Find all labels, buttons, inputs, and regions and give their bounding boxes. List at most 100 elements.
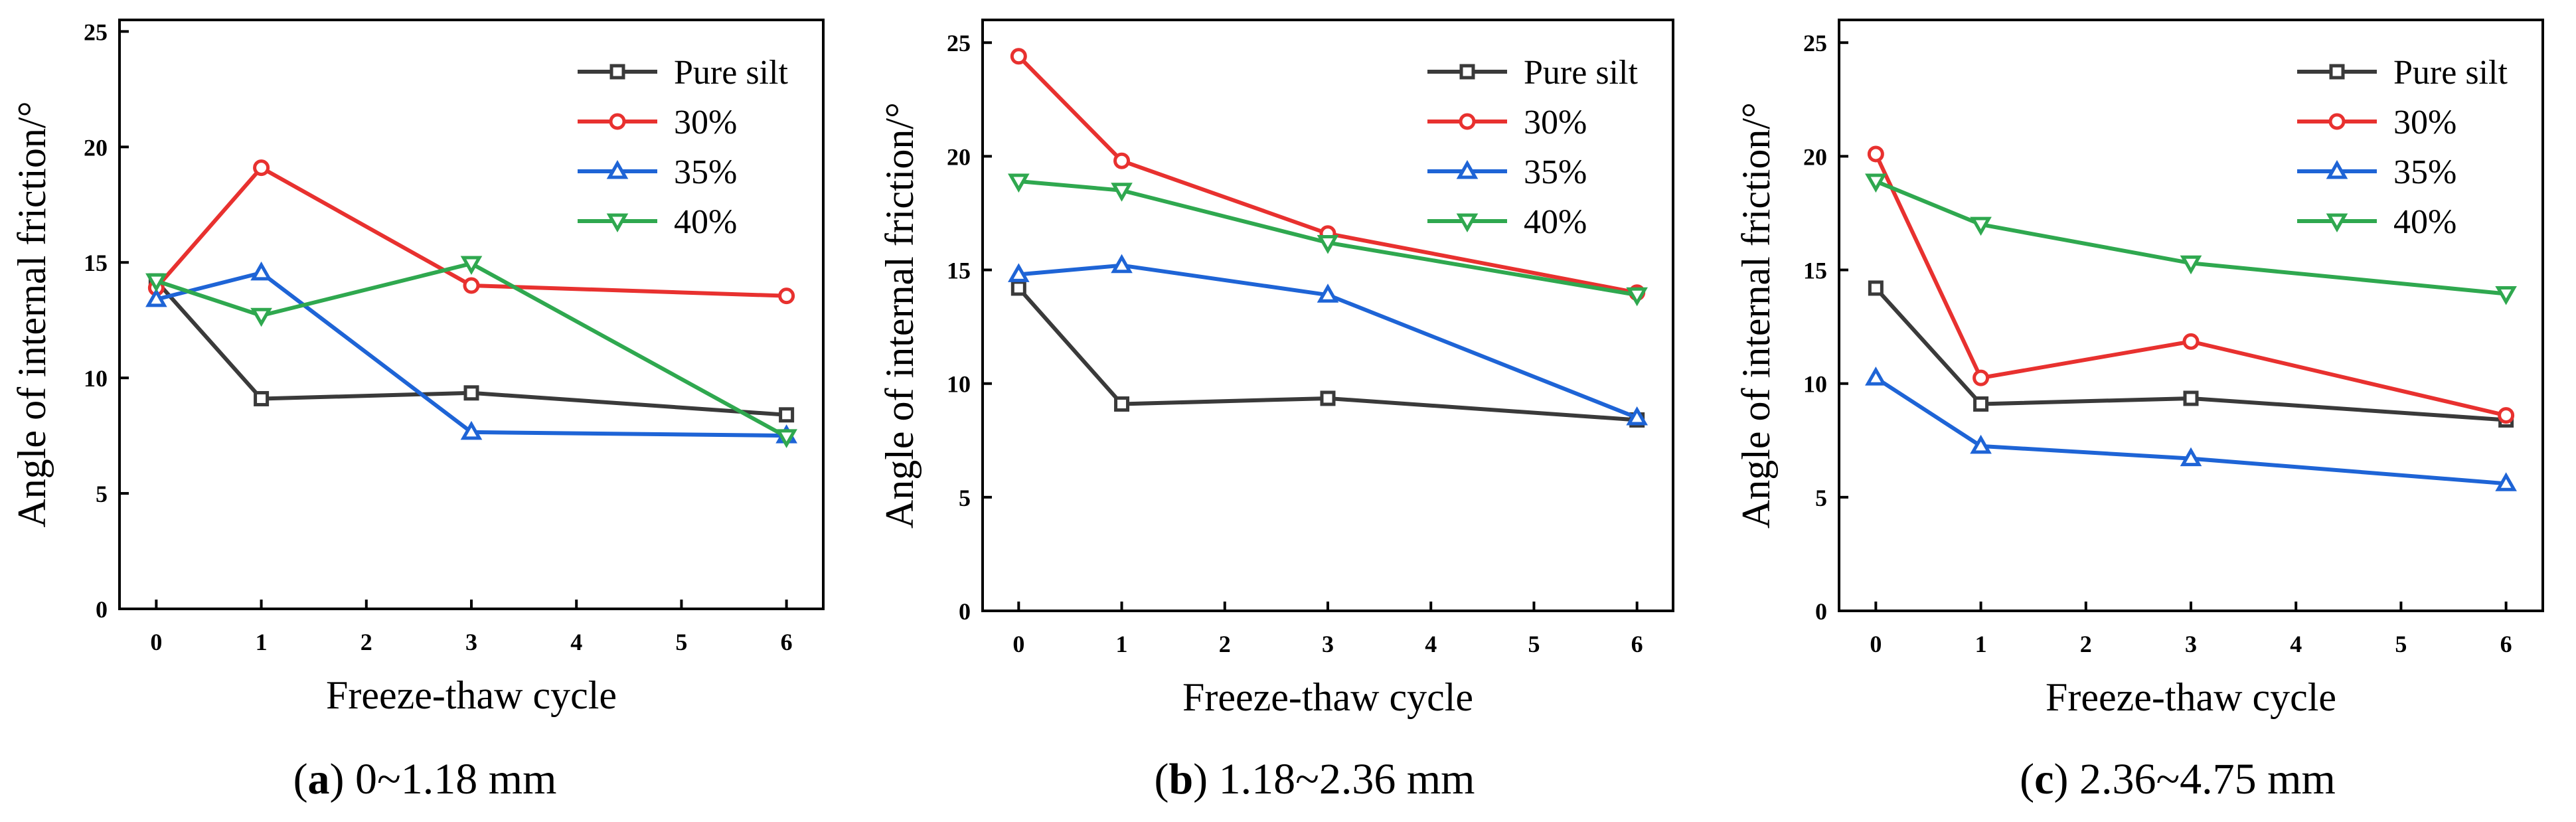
series-line-30 [155, 165, 787, 298]
legend-marker-40 [2326, 213, 2348, 233]
data-point-35 [1008, 263, 1030, 282]
data-point-35 [1865, 367, 1887, 386]
x-tick-label: 1 [256, 629, 268, 655]
x-tick-label: 4 [570, 629, 582, 655]
data-point-30 [2498, 407, 2515, 424]
x-tick-label: 2 [361, 629, 372, 655]
x-tick-label: 4 [1425, 631, 1437, 657]
y-tick-label: 15 [1803, 258, 1827, 284]
y-tick-label: 25 [947, 30, 971, 56]
data-point-pure-silt [463, 385, 479, 401]
data-point-30 [2182, 333, 2200, 350]
y-axis-title: Angle of internal friction/° [1734, 102, 1778, 529]
y-tick-label: 20 [84, 134, 108, 161]
y-tick-label: 5 [96, 481, 108, 507]
x-tick-label: 5 [2395, 631, 2407, 657]
x-tick-label: 3 [1322, 631, 1334, 657]
y-axis-title: Angle of internal friction/° [878, 102, 922, 529]
data-point-40 [1865, 173, 1887, 193]
x-tick-label: 3 [465, 629, 477, 655]
x-tick-label: 6 [781, 629, 793, 655]
series-line-35 [155, 270, 787, 438]
legend-entry: 35% [2393, 153, 2456, 191]
data-point-35 [1970, 434, 1992, 454]
legend-entry: 35% [674, 153, 737, 191]
y-tick-label: 0 [959, 598, 971, 625]
data-point-30 [1972, 369, 1990, 386]
x-axis-title: Freeze-thaw cycle [326, 673, 617, 717]
x-tick-label: 0 [1012, 631, 1024, 657]
y-axis-title: Angle of internal friction/° [10, 101, 54, 527]
data-point-30 [253, 159, 270, 177]
series-line-35 [1018, 263, 1638, 420]
data-point-pure-silt [254, 390, 270, 406]
data-point-pure-silt [1320, 390, 1336, 406]
series-line-40 [1875, 179, 2506, 296]
series-line-pure-silt [1017, 286, 1637, 422]
y-tick-label: 10 [84, 365, 108, 392]
x-tick-label: 1 [1975, 631, 1987, 657]
x-axis-title: Freeze-thaw cycle [1182, 675, 1473, 719]
chart-panel-b: 0 5 10 15 20 25 0 1 2 3 4 5 6 Freeze-thaw cycle Angle … [878, 19, 1674, 803]
data-point-pure-silt [779, 407, 795, 423]
x-tick-label: 0 [150, 629, 162, 655]
caption-paren-close: ) [330, 755, 345, 803]
data-point-30 [463, 277, 480, 294]
panel-caption: (a) 0~1.18 mm [293, 755, 557, 803]
legend-marker-pure-silt [609, 64, 625, 80]
data-point-30 [1867, 145, 1884, 163]
y-tick-label: 5 [959, 485, 971, 511]
y-tick-label: 0 [96, 596, 108, 623]
legend-marker-40 [1456, 213, 1479, 233]
legend: Pure silt 30% 35% 40% [1427, 54, 1638, 241]
x-tick-label: 6 [1631, 631, 1643, 657]
caption-letter: c [2034, 755, 2053, 803]
data-point-35 [1626, 406, 1648, 426]
data-point-35 [460, 420, 483, 440]
legend-marker-35 [2326, 159, 2348, 179]
series-line-pure-silt [155, 280, 787, 417]
legend-entry: 40% [674, 203, 737, 241]
data-point-40 [145, 273, 167, 293]
caption-paren-close: ) [2053, 755, 2068, 803]
x-tick-label: 6 [2500, 631, 2512, 657]
series-40 [1008, 173, 1648, 307]
data-point-35 [250, 261, 272, 281]
y-tick-label: 20 [1803, 143, 1827, 170]
legend-marker-40 [606, 213, 629, 233]
series-30 [1867, 145, 2515, 424]
legend: Pure silt 30% 35% 40% [2297, 54, 2508, 241]
legend-entry: Pure silt [674, 54, 788, 92]
data-point-35 [2180, 447, 2202, 467]
caption-letter: b [1168, 755, 1193, 803]
y-tick-label: 20 [947, 143, 971, 170]
legend-marker-30 [1459, 113, 1476, 130]
x-tick-label: 4 [2290, 631, 2302, 657]
y-tick-label: 5 [1815, 485, 1827, 511]
legend-marker-pure-silt [2329, 64, 2345, 80]
series-35 [1008, 254, 1648, 426]
legend-entry: 30% [674, 104, 737, 141]
series-line-35 [1874, 376, 2506, 486]
data-point-pure-silt [1114, 396, 1130, 412]
chart-panel-c: 0 5 10 15 20 25 0 1 2 3 4 5 6 Freeze-thaw cycle Angle … [1734, 19, 2544, 803]
data-point-pure-silt [1973, 396, 1989, 412]
caption-text: 2.36~4.75 mm [2068, 755, 2335, 803]
data-point-pure-silt [2183, 390, 2199, 406]
data-point-35 [2495, 472, 2517, 491]
series-line-30 [1874, 153, 2507, 418]
series-line-40 [155, 261, 788, 439]
y-tick-label: 10 [947, 371, 971, 398]
legend-marker-30 [609, 113, 626, 130]
y-tick-label: 25 [84, 19, 108, 45]
x-tick-label: 5 [675, 629, 687, 655]
data-point-40 [1970, 216, 1992, 236]
x-tick-label: 1 [1116, 631, 1128, 657]
series-line-40 [1018, 179, 1638, 297]
data-point-pure-silt [1868, 280, 1884, 296]
caption-text: 1.18~2.36 mm [1208, 755, 1475, 803]
data-point-40 [775, 429, 797, 448]
caption-text: 0~1.18 mm [345, 755, 557, 803]
series-pure-silt [1868, 280, 2514, 428]
